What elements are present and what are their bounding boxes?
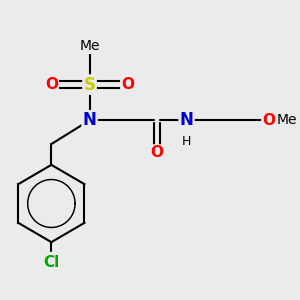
Text: O: O [262, 113, 275, 128]
Text: O: O [121, 77, 134, 92]
Text: O: O [151, 146, 164, 160]
Text: Me: Me [276, 113, 297, 127]
Text: O: O [45, 77, 58, 92]
Text: N: N [180, 111, 194, 129]
Text: N: N [82, 111, 97, 129]
Text: S: S [84, 76, 96, 94]
Text: Me: Me [79, 39, 100, 53]
Text: Cl: Cl [43, 255, 59, 270]
Text: H: H [182, 135, 191, 148]
